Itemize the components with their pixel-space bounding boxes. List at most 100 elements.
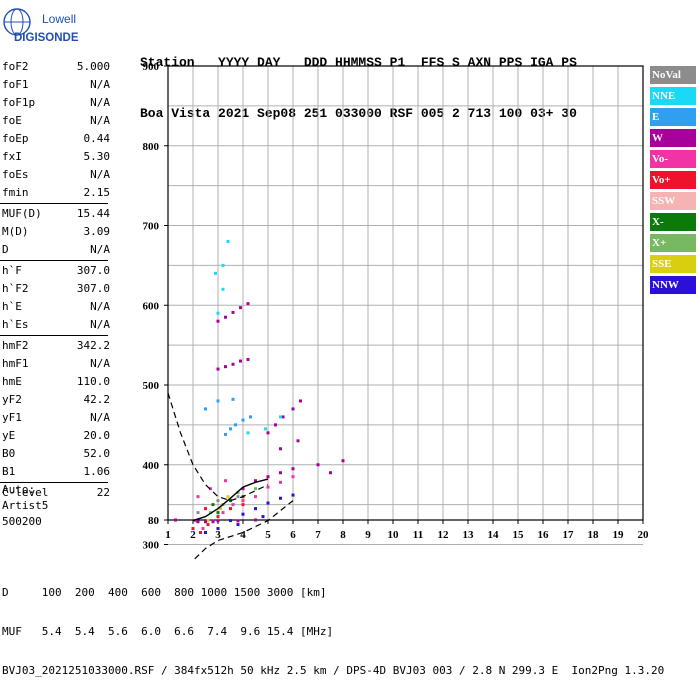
data-point-sse bbox=[219, 507, 222, 511]
data-point-w bbox=[281, 415, 285, 419]
data-point-w bbox=[296, 439, 300, 443]
y-tick-label: 500 bbox=[143, 380, 160, 392]
param-value: 307.0 bbox=[76, 282, 110, 295]
param-value: 110.0 bbox=[76, 375, 110, 388]
auto-program: Artist5 bbox=[2, 499, 49, 512]
data-point-vo bbox=[194, 519, 197, 523]
y-tick-label: 300 bbox=[143, 540, 160, 552]
param-value: 2.15 bbox=[83, 186, 111, 199]
data-point-bottom bbox=[216, 519, 220, 523]
param-label: foEs bbox=[2, 168, 29, 181]
data-point-x bbox=[229, 499, 232, 503]
auto-label: Auto: bbox=[2, 483, 36, 496]
y-tick-label: 800 bbox=[143, 141, 160, 153]
data-point-nnw bbox=[216, 527, 220, 531]
param-label: C-level bbox=[2, 486, 49, 499]
x-tick-label: 20 bbox=[638, 529, 649, 541]
data-point-nnw bbox=[266, 501, 270, 505]
data-point-bottom bbox=[211, 520, 215, 524]
data-point-x bbox=[236, 491, 240, 495]
data-point-nne bbox=[264, 427, 267, 431]
scaled-trace-curve bbox=[192, 478, 269, 522]
x-tick-label: 5 bbox=[265, 529, 271, 541]
param-value: N/A bbox=[90, 411, 110, 424]
param-row: yE 20.0 bbox=[0, 427, 110, 445]
param-row: foF2 5.000 bbox=[0, 58, 110, 76]
param-label: foEp bbox=[2, 132, 29, 145]
logo-line1: Lowell bbox=[42, 12, 76, 26]
param-value: 3.09 bbox=[83, 225, 111, 238]
data-point-vo bbox=[216, 515, 220, 519]
data-point-vo bbox=[254, 495, 257, 499]
param-separator bbox=[0, 482, 108, 483]
plot-frame bbox=[167, 65, 644, 521]
data-point-w bbox=[341, 459, 345, 463]
data-point-w bbox=[239, 306, 242, 310]
data-point-w bbox=[231, 310, 235, 314]
param-row: h`Es N/A bbox=[0, 316, 110, 334]
param-row: foEs N/A bbox=[0, 166, 110, 184]
legend-item-nne: NNE bbox=[650, 87, 696, 105]
data-point-w bbox=[279, 471, 282, 475]
param-value: 0.44 bbox=[83, 132, 111, 145]
data-point-nne bbox=[221, 287, 225, 291]
param-row: hmE 110.0 bbox=[0, 373, 110, 391]
data-point-vo bbox=[229, 507, 232, 511]
x-tick-label: 4 bbox=[240, 529, 246, 541]
data-point-nne bbox=[279, 415, 282, 419]
data-point-vo bbox=[196, 495, 200, 499]
param-value: 342.2 bbox=[76, 339, 110, 352]
data-point-nnw bbox=[291, 493, 295, 497]
data-point-e bbox=[224, 432, 227, 436]
param-label: B1 bbox=[2, 465, 16, 478]
data-point-vo bbox=[199, 531, 202, 535]
data-point-nnw bbox=[236, 523, 240, 527]
data-point-w bbox=[254, 479, 257, 483]
param-row: yF2 42.2 bbox=[0, 391, 110, 409]
x-tick-label: 16 bbox=[538, 529, 550, 541]
x-tick-label: 9 bbox=[365, 529, 371, 541]
param-value: 5.30 bbox=[83, 150, 111, 163]
y-tick-label: 900 bbox=[143, 61, 160, 73]
data-point-e bbox=[229, 427, 232, 431]
data-point-bottom bbox=[254, 518, 257, 522]
legend-item-vo: Vo- bbox=[650, 150, 696, 168]
data-point-w bbox=[266, 431, 270, 435]
data-point-nne bbox=[214, 271, 217, 275]
param-label: hmF2 bbox=[2, 339, 29, 352]
y-tick-label: 700 bbox=[143, 221, 160, 233]
param-value: 42.2 bbox=[83, 393, 111, 406]
profile-lower-curve bbox=[192, 500, 294, 560]
param-label: B0 bbox=[2, 447, 16, 460]
x-tick-label: 7 bbox=[315, 529, 321, 541]
param-value: 5.000 bbox=[76, 60, 110, 73]
x-tick-label: 17 bbox=[563, 529, 575, 541]
footer-info: D 100 200 400 600 800 1000 1500 3000 [km… bbox=[2, 560, 664, 690]
data-point-nnw bbox=[279, 496, 282, 500]
x-tick-label: 6 bbox=[290, 529, 296, 541]
data-point-w bbox=[274, 423, 277, 427]
param-label: h`E bbox=[2, 300, 22, 313]
param-row: h`E N/A bbox=[0, 298, 110, 316]
param-row: foE N/A bbox=[0, 112, 110, 130]
data-point-vo bbox=[201, 527, 205, 531]
data-point-e bbox=[234, 423, 237, 427]
data-point-e bbox=[231, 397, 235, 401]
footer-file-line: BVJ03_2021251033000.RSF / 384fx512h 50 k… bbox=[2, 664, 665, 677]
data-point-e bbox=[249, 415, 252, 419]
legend-item-vo: Vo+ bbox=[650, 171, 696, 189]
data-point-nne bbox=[221, 263, 225, 267]
data-point-noval bbox=[196, 511, 200, 515]
param-row: C-level 22 bbox=[0, 484, 110, 502]
x-tick-label: 12 bbox=[438, 529, 450, 541]
data-point-vo bbox=[224, 479, 227, 483]
param-separator bbox=[0, 260, 108, 261]
header-values: Boa Vista 2021 Sep08 251 033000 RSF 005 … bbox=[140, 106, 577, 121]
x-tick-label: 8 bbox=[340, 529, 346, 541]
param-row: B1 1.06 bbox=[0, 463, 110, 481]
param-value: 22 bbox=[96, 486, 110, 499]
param-row: fxI 5.30 bbox=[0, 148, 110, 166]
data-point-vo bbox=[241, 503, 245, 507]
param-value: N/A bbox=[90, 300, 110, 313]
data-point-nne bbox=[246, 431, 250, 435]
